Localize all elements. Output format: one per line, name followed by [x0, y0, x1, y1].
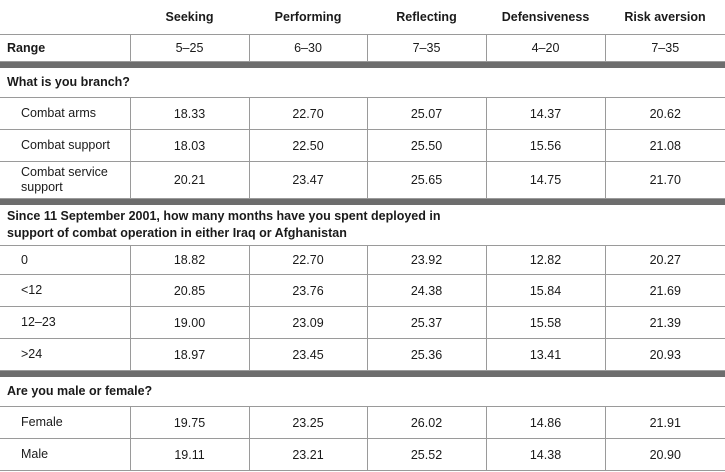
- table-row: 0 18.82 22.70 23.92 12.82 20.27: [0, 245, 725, 275]
- cell-value: 26.02: [366, 406, 486, 439]
- table-row: Combat service support 20.21 23.47 25.65…: [0, 161, 725, 199]
- column-header-defensiveness: Defensiveness: [486, 0, 605, 35]
- section-header-deployment: Since 11 September 2001, how many months…: [0, 205, 725, 246]
- section-header-gender: Are you male or female?: [0, 377, 725, 407]
- cell-value: 23.92: [366, 245, 486, 275]
- cell-value: 18.82: [129, 245, 249, 275]
- cell-value: 19.75: [129, 406, 249, 439]
- column-header-performing: Performing: [249, 0, 367, 35]
- cell-value: 22.70: [248, 245, 367, 275]
- cell-value: 23.21: [248, 438, 367, 471]
- section-title: What is you branch?: [0, 68, 725, 98]
- cell-value: 25.36: [366, 338, 486, 371]
- section-divider: [0, 370, 725, 377]
- range-row: Range 5–25 6–30 7–35 4–20 7–35: [0, 34, 725, 62]
- cell-value: 23.76: [248, 274, 367, 307]
- cell-value: 23.09: [248, 306, 367, 339]
- row-label: <12: [0, 274, 130, 307]
- cell-value: 21.91: [604, 406, 725, 439]
- range-value: 7–35: [604, 34, 725, 62]
- cell-value: 14.86: [485, 406, 605, 439]
- cell-value: 14.37: [485, 97, 605, 130]
- table-row: Combat support 18.03 22.50 25.50 15.56 2…: [0, 129, 725, 162]
- cell-value: 23.47: [248, 161, 367, 199]
- column-header-blank: [0, 0, 130, 35]
- cell-value: 23.45: [248, 338, 367, 371]
- row-label: Combat arms: [0, 97, 130, 130]
- row-label: Female: [0, 406, 130, 439]
- column-header-row: Seeking Performing Reflecting Defensiven…: [0, 0, 725, 35]
- cell-value: 25.07: [366, 97, 486, 130]
- cell-value: 18.97: [129, 338, 249, 371]
- column-header-seeking: Seeking: [130, 0, 249, 35]
- cell-value: 18.33: [129, 97, 249, 130]
- section-divider: [0, 61, 725, 68]
- cell-value: 19.11: [129, 438, 249, 471]
- cell-value: 22.70: [248, 97, 367, 130]
- cell-value: 14.38: [485, 438, 605, 471]
- cell-value: 23.25: [248, 406, 367, 439]
- cell-value: 21.08: [604, 129, 725, 162]
- cell-value: 21.39: [604, 306, 725, 339]
- cell-value: 24.38: [366, 274, 486, 307]
- cell-value: 22.50: [248, 129, 367, 162]
- cell-value: 15.84: [485, 274, 605, 307]
- cell-value: 18.03: [129, 129, 249, 162]
- cell-value: 20.27: [604, 245, 725, 275]
- row-label: 0: [0, 245, 130, 275]
- table-row: Male 19.11 23.21 25.52 14.38 20.90: [0, 438, 725, 471]
- range-value: 7–35: [366, 34, 486, 62]
- column-header-risk-aversion: Risk aversion: [605, 0, 725, 35]
- cell-value: 25.52: [366, 438, 486, 471]
- row-label: 12–23: [0, 306, 130, 339]
- table-row: <12 20.85 23.76 24.38 15.84 21.69: [0, 274, 725, 307]
- column-header-reflecting: Reflecting: [367, 0, 486, 35]
- section-title: Are you male or female?: [0, 377, 725, 407]
- cell-value: 20.90: [604, 438, 725, 471]
- cell-value: 13.41: [485, 338, 605, 371]
- section-title: Since 11 September 2001, how many months…: [0, 205, 725, 246]
- section-header-branch: What is you branch?: [0, 68, 725, 98]
- cell-value: 25.50: [366, 129, 486, 162]
- cell-value: 20.85: [129, 274, 249, 307]
- cell-value: 12.82: [485, 245, 605, 275]
- cell-value: 25.37: [366, 306, 486, 339]
- cell-value: 15.58: [485, 306, 605, 339]
- cell-value: 19.00: [129, 306, 249, 339]
- range-value: 6–30: [248, 34, 367, 62]
- cell-value: 21.69: [604, 274, 725, 307]
- table-row: >24 18.97 23.45 25.36 13.41 20.93: [0, 338, 725, 371]
- cell-value: 20.62: [604, 97, 725, 130]
- row-label: Male: [0, 438, 130, 471]
- row-label: Combat service support: [0, 161, 130, 199]
- cell-value: 20.21: [129, 161, 249, 199]
- cell-value: 14.75: [485, 161, 605, 199]
- range-label: Range: [0, 34, 130, 62]
- row-label: >24: [0, 338, 130, 371]
- cell-value: 20.93: [604, 338, 725, 371]
- section-divider: [0, 198, 725, 205]
- table-row: Female 19.75 23.25 26.02 14.86 21.91: [0, 406, 725, 439]
- table-row: Combat arms 18.33 22.70 25.07 14.37 20.6…: [0, 97, 725, 130]
- cell-value: 21.70: [604, 161, 725, 199]
- row-label: Combat support: [0, 129, 130, 162]
- range-value: 5–25: [129, 34, 249, 62]
- range-value: 4–20: [485, 34, 605, 62]
- cell-value: 15.56: [485, 129, 605, 162]
- table-row: 12–23 19.00 23.09 25.37 15.58 21.39: [0, 306, 725, 339]
- cell-value: 25.65: [366, 161, 486, 199]
